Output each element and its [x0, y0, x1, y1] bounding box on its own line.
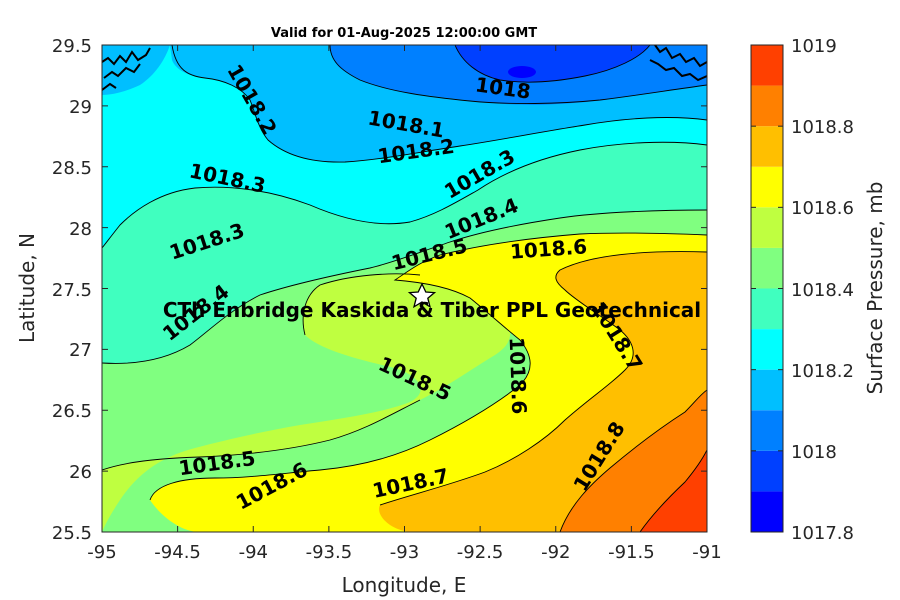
x-tick-label: -93.5	[306, 542, 353, 563]
x-tick-label: -91	[692, 542, 721, 563]
contour-label: 1018.6	[509, 234, 588, 263]
colorbar-swatch	[751, 247, 783, 289]
fill-level-1017-8	[508, 66, 536, 78]
x-tick-label: -94	[239, 542, 268, 563]
x-tick-label: -92	[541, 542, 570, 563]
coastline	[102, 45, 707, 91]
x-axis-label: Longitude, E	[342, 573, 467, 597]
colorbar-tick-label: 1017.8	[791, 523, 854, 544]
coastline-west	[102, 47, 151, 91]
colorbar-tick-label: 1018.6	[791, 198, 854, 219]
colorbar-swatch	[751, 288, 783, 330]
y-tick-label: 27	[69, 340, 92, 361]
y-tick-label: 26.5	[52, 401, 92, 422]
colorbar-tick-label: 1018.2	[791, 361, 854, 382]
colorbar-swatch	[751, 450, 783, 492]
contour-label: 1018.6	[505, 337, 532, 415]
fill-level-1017-9	[455, 45, 650, 83]
colorbar-label: Surface Pressure, mb	[863, 182, 887, 395]
contour-line-1018-8	[559, 389, 707, 532]
colorbar-swatch	[751, 207, 783, 248]
y-tick-label: 29.5	[52, 36, 92, 57]
contour-line-1018-5	[149, 232, 707, 501]
colorbar-tick-label: 1018.4	[791, 280, 854, 301]
colorbar-swatch	[751, 491, 783, 532]
contour-line-1018-1	[171, 45, 707, 163]
contour-line-1018-2	[102, 141, 707, 249]
x-tick-label: -92.5	[457, 542, 504, 563]
colorbar: 1019 1018.8 1018.6 1018.4 1018.2 1018 10…	[750, 36, 887, 544]
y-tick-marks	[102, 44, 707, 533]
colorbar-tick-marks	[751, 44, 783, 533]
y-tick-label: 28	[69, 219, 92, 240]
map-title: Valid for 01-Aug-2025 12:00:00 GMT	[271, 26, 537, 41]
contour-line-1018-7	[379, 251, 707, 506]
colorbar-swatches	[751, 45, 783, 532]
site-label: CTh Enbridge Kaskida & Tiber PPL Geotech…	[163, 298, 701, 322]
contour-line-1018-4	[102, 273, 421, 471]
y-tick-labels: 29.5 29 28.5 28 27.5 27 26.5 26 25.5	[52, 36, 92, 544]
fill-level-1018-5	[102, 273, 511, 532]
colorbar-swatch	[751, 329, 783, 370]
x-tick-label: -91.5	[608, 542, 655, 563]
colorbar-tick-label: 1018	[791, 442, 837, 463]
colorbar-swatch	[751, 410, 783, 451]
y-tick-label: 26	[69, 462, 92, 483]
colorbar-swatch	[751, 85, 783, 127]
colorbar-tick-label: 1019	[791, 36, 837, 57]
contour-line-1018-0	[329, 45, 707, 104]
colorbar-swatch	[751, 369, 783, 411]
y-tick-label: 28.5	[52, 158, 92, 179]
colorbar-swatch	[751, 45, 783, 86]
x-tick-marks	[101, 45, 708, 532]
contour-line-1017-9	[454, 45, 651, 83]
contour-line-1018-3	[102, 209, 707, 364]
y-tick-label: 27.5	[52, 280, 92, 301]
colorbar-swatch	[751, 126, 783, 167]
x-tick-label: -93	[390, 542, 419, 563]
colorbar-tick-label: 1018.8	[791, 117, 854, 138]
site-marker-star-icon	[407, 282, 437, 309]
colorbar-swatch	[751, 166, 783, 208]
y-tick-label: 25.5	[52, 523, 92, 544]
x-tick-labels: -95 -94.5 -94 -93.5 -93 -92.5 -92 -91.5 …	[87, 542, 721, 563]
pressure-field	[102, 45, 707, 532]
x-tick-label: -94.5	[154, 542, 201, 563]
contour-line-1018-9	[639, 449, 707, 532]
contour-lines	[102, 45, 707, 532]
y-axis-label: Latitude, N	[15, 233, 39, 343]
x-tick-label: -95	[87, 542, 116, 563]
colorbar-tick-labels: 1019 1018.8 1018.6 1018.4 1018.2 1018 10…	[791, 36, 854, 544]
y-tick-label: 29	[69, 97, 92, 118]
coastline-east	[649, 45, 707, 82]
